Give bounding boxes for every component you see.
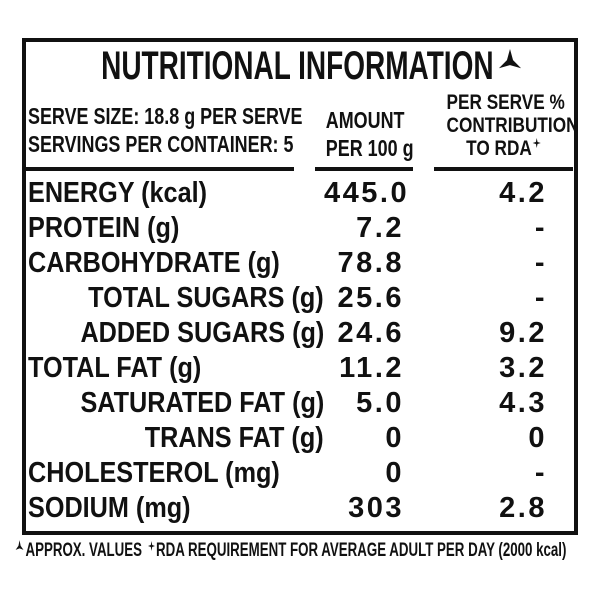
footnote-approx-text: APPROX. VALUES: [25, 540, 143, 561]
amount-column-header: AMOUNT PER 100 g: [315, 106, 414, 162]
header-underline-amount: [315, 167, 413, 171]
nutrient-amount-cell: 24.6: [337, 317, 404, 349]
nutrient-amount-cell: 25.6: [337, 282, 404, 314]
nutrient-label-cell: PROTEIN (g): [28, 212, 180, 244]
nutrient-label-cell: TOTAL FAT (g): [28, 352, 202, 384]
rda-header-line2: CONTRIBUTION: [446, 114, 579, 137]
rda-header-line1: PER SERVE %: [446, 91, 565, 114]
nutrient-label-cell: SATURATED FAT (g): [80, 387, 324, 419]
nutrient-amount-cell: 0: [385, 457, 404, 489]
table-row-total-sugars: TOTAL SUGARS (g) 25.6 -: [28, 281, 547, 316]
table-row-energy: ENERGY (kcal) 445.0 4.2: [28, 176, 547, 211]
table-row-trans-fat: TRANS FAT (g) 0 0: [28, 421, 547, 456]
serving-info: SERVE SIZE: 18.8 g PER SERVE SERVINGS PE…: [28, 102, 380, 158]
nutrient-rda-cell: 3.2: [499, 352, 547, 384]
nutrient-rda-cell: 4.3: [499, 387, 547, 419]
servings-per-container-text: SERVINGS PER CONTAINER: 5: [28, 131, 294, 157]
page-title: NUTRITIONAL INFORMATION: [101, 44, 494, 88]
header-underline-left: [26, 167, 294, 171]
nutrient-rda-cell: 0: [528, 422, 547, 454]
table-row-protein: PROTEIN (g) 7.2 -: [28, 211, 547, 246]
nutrition-label-box: NUTRITIONAL INFORMATION SERVE SIZE: 18.8…: [22, 38, 579, 535]
amount-header-line1: AMOUNT: [325, 107, 405, 133]
three-pointed-star-icon: [498, 49, 521, 69]
nutrient-amount-cell: 445.0: [324, 177, 410, 209]
four-pointed-star-icon: [148, 541, 156, 551]
nutrient-label-cell: ENERGY (kcal): [28, 177, 208, 209]
rda-column-header: PER SERVE % CONTRIBUTION TO RDA: [434, 91, 579, 160]
nutrient-label-cell: TRANS FAT (g): [145, 422, 324, 454]
nutrient-rda-cell: -: [534, 457, 547, 489]
three-pointed-star-icon: [15, 540, 24, 550]
nutrient-amount-cell: 0: [385, 422, 404, 454]
nutrient-label-cell: CHOLESTEROL (mg): [28, 457, 280, 489]
four-pointed-star-icon: [532, 138, 541, 148]
label-title-row: NUTRITIONAL INFORMATION: [38, 46, 586, 86]
footnote-rda-text: RDA REQUIREMENT FOR AVERAGE ADULT PER DA…: [156, 540, 567, 561]
nutrient-rda-cell: 9.2: [499, 317, 547, 349]
nutrient-amount-cell: 78.8: [337, 247, 404, 279]
rda-header-line3-text: TO RDA: [466, 137, 532, 160]
nutrient-rda-cell: 2.8: [499, 492, 547, 524]
nutrient-amount-cell: 11.2: [339, 352, 404, 384]
nutrient-label-cell: TOTAL SUGARS (g): [88, 282, 324, 314]
nutrient-label-cell: ADDED SUGARS (g): [80, 317, 324, 349]
table-row-added-sugars: ADDED SUGARS (g) 24.6 9.2: [28, 316, 547, 351]
header-underline-rda: [434, 167, 573, 171]
nutrient-amount-cell: 303: [348, 492, 404, 524]
table-row-cholesterol: CHOLESTEROL (mg) 0 -: [28, 456, 547, 491]
nutrient-amount-cell: 7.2: [356, 212, 404, 244]
nutrient-table: ENERGY (kcal) 445.0 4.2 PROTEIN (g) 7.2 …: [28, 176, 547, 526]
footnote: APPROX. VALUES RDA REQUIREMENT FOR AVERA…: [15, 539, 566, 563]
table-row-carbohydrate: CARBOHYDRATE (g) 78.8 -: [28, 246, 547, 281]
amount-header-line2: PER 100 g: [325, 135, 414, 161]
nutrient-rda-cell: -: [534, 282, 547, 314]
nutrient-rda-cell: -: [534, 247, 547, 279]
rda-header-line3: TO RDA: [447, 137, 561, 160]
table-row-sodium: SODIUM (mg) 303 2.8: [28, 491, 547, 526]
nutrient-amount-cell: 5.0: [356, 387, 404, 419]
nutrient-label-cell: CARBOHYDRATE (g): [28, 247, 280, 279]
serve-size-text: SERVE SIZE: 18.8 g PER SERVE: [28, 103, 303, 129]
nutrient-label-cell: SODIUM (mg): [28, 492, 191, 524]
table-row-saturated-fat: SATURATED FAT (g) 5.0 4.3: [28, 386, 547, 421]
nutrient-rda-cell: 4.2: [499, 177, 547, 209]
nutrient-rda-cell: -: [534, 212, 547, 244]
table-row-total-fat: TOTAL FAT (g) 11.2 3.2: [28, 351, 547, 386]
